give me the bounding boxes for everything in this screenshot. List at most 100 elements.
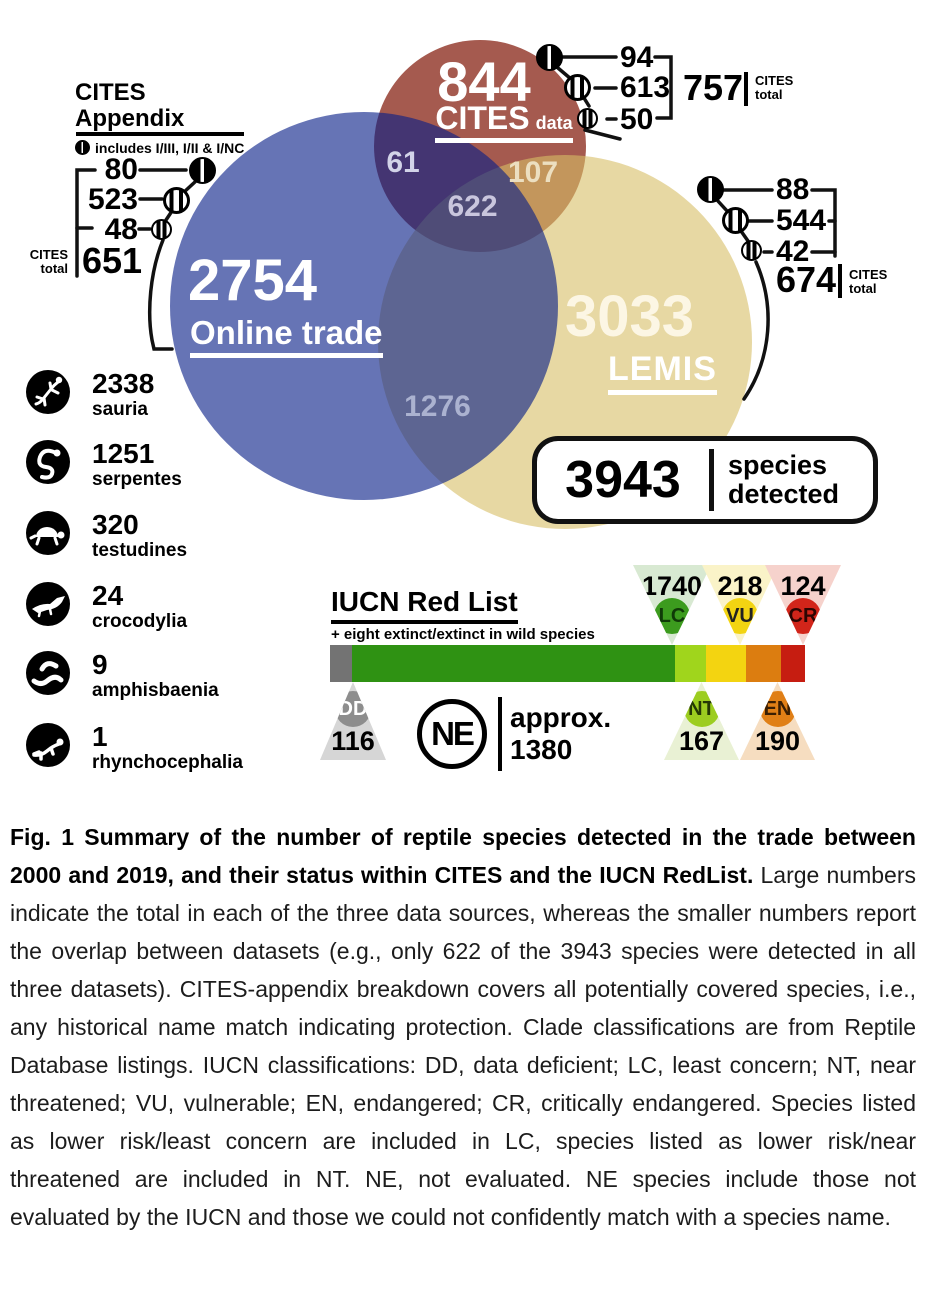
snake-icon <box>26 440 70 484</box>
clade-count: 9 <box>92 649 108 680</box>
clade-row-amphisbaenia: 9 amphisbaenia <box>26 651 219 701</box>
iucn-ne-badge: NE <box>417 699 487 769</box>
appendix-iii-icon <box>577 108 598 129</box>
venn-lemis-label: LEMIS <box>608 352 717 395</box>
clade-row-testudines: 320 testudines <box>26 511 187 561</box>
iucn-en-count: 190 <box>754 726 801 756</box>
appendix-i-icon <box>536 44 563 71</box>
clade-count: 2338 <box>92 368 155 399</box>
bar-segment-en <box>746 645 781 682</box>
clade-name: rhynchocephalia <box>92 752 243 773</box>
iucn-status-bar <box>330 645 805 682</box>
online-appendix3-count: 48 <box>104 213 138 246</box>
species-detected-count: 3943 <box>565 451 681 509</box>
cites-appendix2-count: 613 <box>620 71 671 104</box>
overlap-all-three: 622 <box>447 190 498 223</box>
divider <box>838 264 842 298</box>
appendix-iii-icon <box>151 219 172 240</box>
venn-online-count: 2754 <box>188 248 318 313</box>
caption-bold: Fig. 1 Summary of the number of reptile … <box>10 824 916 888</box>
overlap-cites-lemis: 107 <box>507 156 559 189</box>
appendix-legend-note-text: includes I/III, I/II & I/NC <box>95 140 245 156</box>
clade-name: serpentes <box>92 469 182 490</box>
clade-row-crocodylia: 24 crocodylia <box>26 582 187 632</box>
iucn-vu-count: 218 <box>717 571 763 601</box>
appendix-ii-icon <box>163 187 190 214</box>
appendix-ii-icon <box>722 207 749 234</box>
caption-body: Large numbers indicate the total in each… <box>10 862 916 1230</box>
cites-appendix3-count: 50 <box>620 103 654 136</box>
cites-total-label-line1: CITES <box>29 247 68 262</box>
venn-lemis-count: 3033 <box>565 284 695 349</box>
bar-segment-dd <box>330 645 352 682</box>
clade-row-serpentes: 1251 serpentes <box>26 440 182 490</box>
divider <box>498 697 502 771</box>
online-cites-total-count: 651 <box>82 240 143 281</box>
bar-segment-vu <box>706 645 746 682</box>
lemis-cites-total-label: CITES total <box>849 268 887 296</box>
ne-label-line1: approx. <box>510 702 612 733</box>
bar-segment-cr <box>781 645 805 682</box>
cites-cites-total-count: 757 <box>683 67 744 108</box>
venn-cites-count: 844 <box>437 50 531 113</box>
overlap-online-lemis: 1276 <box>404 390 471 423</box>
worm-lizard-icon <box>26 651 70 695</box>
turtle-icon <box>26 511 70 555</box>
iucn-ne-count: approx. 1380 <box>510 702 611 766</box>
legend-rule <box>76 132 244 136</box>
clade-count: 1 <box>92 721 108 752</box>
clade-count: 1251 <box>92 438 155 469</box>
species-detected-box: 3943 species detected <box>532 436 878 524</box>
iucn-nt-count: 167 <box>678 726 725 756</box>
cites-total-label-line1: CITES <box>755 73 794 88</box>
figure-caption: Fig. 1 Summary of the number of reptile … <box>10 818 916 1236</box>
cites-label-suffix: data <box>535 113 573 133</box>
bar-segment-nt <box>675 645 706 682</box>
appendix-legend-note: includes I/III, I/II & I/NC <box>75 140 244 156</box>
iucn-dd-count: 116 <box>331 726 375 756</box>
divider <box>709 449 714 511</box>
cites-total-label-line2: total <box>40 261 68 276</box>
lizard-icon <box>26 370 70 414</box>
clade-name: sauria <box>92 399 148 420</box>
clade-row-rhynchocephalia: 1 rhynchocephalia <box>26 723 243 773</box>
clade-name: amphisbaenia <box>92 680 219 701</box>
lemis-cites-total-count: 674 <box>776 259 837 300</box>
online-appendix2-count: 523 <box>87 183 138 216</box>
species-label-line2: detected <box>728 479 840 509</box>
tuatara-icon <box>26 723 70 767</box>
appendix-legend-title-line2: Appendix <box>75 104 185 132</box>
clade-name: testudines <box>92 540 188 561</box>
cites-total-label-line1: CITES <box>849 267 888 282</box>
venn-online-label: Online trade <box>190 316 383 358</box>
crocodile-icon <box>26 582 70 626</box>
cites-label-text: CITES <box>435 100 530 136</box>
venn-cites-label: CITES data <box>404 102 604 143</box>
venn-circle-online <box>170 112 558 500</box>
lemis-appendix2-count: 544 <box>776 204 827 237</box>
lemis-appendix1-count: 88 <box>776 173 810 206</box>
overlap-cites-online: 61 <box>386 146 420 179</box>
appendix-i-icon <box>189 157 216 184</box>
divider <box>744 72 748 106</box>
online-appendix1-count: 80 <box>104 153 138 186</box>
iucn-title: IUCN Red List <box>331 586 518 624</box>
iucn-cr-count: 124 <box>780 571 826 601</box>
online-cites-total-label: CITES total <box>6 248 68 276</box>
ne-label-line2: 1380 <box>510 734 573 766</box>
clade-row-sauria: 2338 sauria <box>26 370 154 420</box>
appendix-iii-icon <box>741 240 762 261</box>
iucn-lc-count: 1740 <box>641 571 703 601</box>
clade-count: 320 <box>92 509 139 540</box>
lemis-appendix3-count: 42 <box>776 235 810 268</box>
clade-name: crocodylia <box>92 611 188 632</box>
cites-total-label-line2: total <box>755 87 783 102</box>
cites-cites-total-label: CITES total <box>755 74 793 102</box>
clade-count: 24 <box>92 580 124 611</box>
cites-appendix1-count: 94 <box>620 41 654 74</box>
appendix-i-icon <box>697 176 724 203</box>
cites-total-label-line2: total <box>849 281 877 296</box>
appendix-ii-icon <box>564 74 591 101</box>
